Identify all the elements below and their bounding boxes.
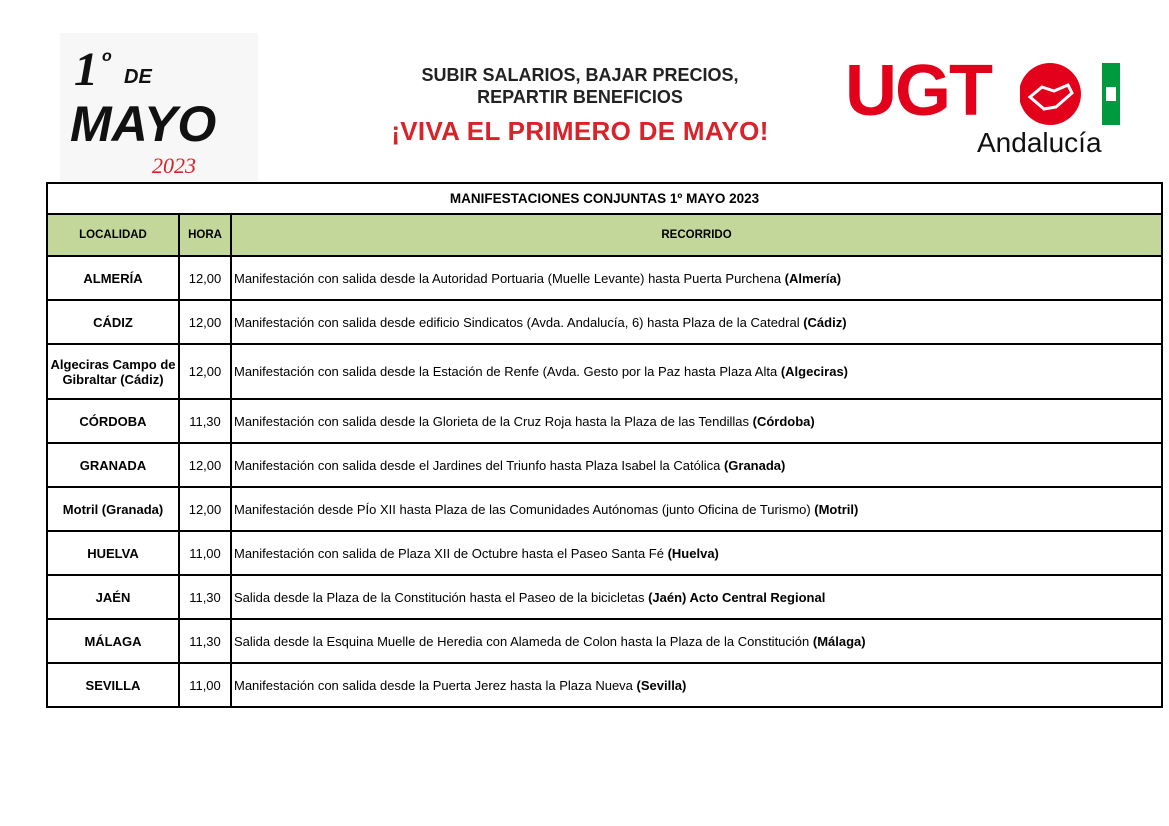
localidad-cell: Algeciras Campo de Gibraltar (Cádiz) [46,343,180,400]
table-row: JAÉN 11,30 Salida desde la Plaza de la C… [46,574,1163,620]
hora-cell: 12,00 [178,442,232,488]
recorrido-cell: Manifestación con salida desde la Autori… [230,255,1163,301]
slogan: SUBIR SALARIOS, BAJAR PRECIOS, REPARTIR … [300,64,860,108]
svg-text:1: 1 [74,43,98,96]
hora-cell: 11,00 [178,530,232,576]
table-row: Motril (Granada) 12,00 Manifestación des… [46,486,1163,532]
hora-cell: 12,00 [178,343,232,400]
recorrido-cell: Manifestación con salida desde la Puerta… [230,662,1163,708]
table-row: CÓRDOBA 11,30 Manifestación con salida d… [46,398,1163,444]
recorrido-cell: Manifestación con salida desde la Glorie… [230,398,1163,444]
table-title: MANIFESTACIONES CONJUNTAS 1º MAYO 2023 [46,182,1163,215]
recorrido-cell: Manifestación con salida desde la Estaci… [230,343,1163,400]
recorrido-text: Manifestación con salida desde edificio … [234,314,804,330]
recorrido-cell: Manifestación con salida de Plaza XII de… [230,530,1163,576]
slogan-line-2: REPARTIR BENEFICIOS [477,87,683,107]
localidad-cell: ALMERÍA [46,255,180,301]
hora-cell: 11,30 [178,398,232,444]
recorrido-city: (Jaén) Acto Central Regional [648,589,826,605]
table-row: MÁLAGA 11,30 Salida desde la Esquina Mue… [46,618,1163,664]
slogan-line-1: SUBIR SALARIOS, BAJAR PRECIOS, [421,65,739,85]
recorrido-city: (Málaga) [812,633,866,649]
recorrido-text: Manifestación con salida desde la Estaci… [234,364,781,379]
andalucia-label: Andalucía [977,127,1102,158]
svg-text:2023: 2023 [152,153,196,178]
table-row: GRANADA 12,00 Manifestación con salida d… [46,442,1163,488]
localidad-cell: GRANADA [46,442,180,488]
hora-cell: 11,00 [178,662,232,708]
recorrido-city: (Huelva) [667,545,719,561]
table-row: SEVILLA 11,00 Manifestación con salida d… [46,662,1163,708]
recorrido-cell: Salida desde la Esquina Muelle de Heredi… [230,618,1163,664]
recorrido-cell: Manifestación con salida desde el Jardin… [230,442,1163,488]
recorrido-city: (Cádiz) [803,314,847,330]
recorrido-city: (Almería) [784,270,842,286]
table-row: CÁDIZ 12,00 Manifestación con salida des… [46,299,1163,345]
recorrido-text: Manifestación con salida desde la Puerta… [234,677,637,693]
recorrido-text: Manifestación desde PÍo XII hasta Plaza … [234,501,815,517]
slogan-main: ¡VIVA EL PRIMERO DE MAYO! [391,116,769,146]
localidad-cell: SEVILLA [46,662,180,708]
recorrido-text: Salida desde la Esquina Muelle de Heredi… [234,633,813,649]
table-row: HUELVA 11,00 Manifestación con salida de… [46,530,1163,576]
recorrido-text: Manifestación con salida desde la Autori… [234,270,785,286]
recorrido-city: (Sevilla) [636,677,687,693]
localidad-cell: Motril (Granada) [46,486,180,532]
svg-text:DE: DE [124,66,152,88]
recorrido-cell: Manifestación con salida desde edificio … [230,299,1163,345]
hora-cell: 11,30 [178,618,232,664]
svg-text:o: o [102,48,112,65]
recorrido-text: Salida desde la Plaza de la Constitución… [234,589,649,605]
column-header-hora: HORA [178,213,232,257]
table-row: ALMERÍA 12,00 Manifestación con salida d… [46,255,1163,301]
ugt-logo-text: UGT [845,51,993,131]
demonstrations-table: MANIFESTACIONES CONJUNTAS 1º MAYO 2023 L… [46,182,1163,708]
recorrido-text: Manifestación con salida desde la Glorie… [234,413,753,429]
recorrido-text: Manifestación con salida desde el Jardin… [234,457,724,473]
recorrido-city: (Granada) [723,457,786,473]
localidad-cell: HUELVA [46,530,180,576]
localidad-cell: MÁLAGA [46,618,180,664]
localidad-cell: CÁDIZ [46,299,180,345]
localidad-cell: CÓRDOBA [46,398,180,444]
recorrido-cell: Salida desde la Plaza de la Constitución… [230,574,1163,620]
table-row: Algeciras Campo de Gibraltar (Cádiz) 12,… [46,343,1163,400]
hora-cell: 12,00 [178,255,232,301]
localidad-cell: JAÉN [46,574,180,620]
hora-cell: 11,30 [178,574,232,620]
svg-text:MAYO: MAYO [70,96,216,152]
primero-de-mayo-logo: 1 o DE MAYO 2023 [60,33,258,181]
recorrido-city: (Motril) [814,501,859,517]
recorrido-cell: Manifestación desde PÍo XII hasta Plaza … [230,486,1163,532]
recorrido-city: (Córdoba) [752,413,815,429]
handshake-icon [1020,63,1120,125]
recorrido-text: Manifestación con salida de Plaza XII de… [234,545,668,561]
hora-cell: 12,00 [178,486,232,532]
column-header-localidad: LOCALIDAD [46,213,180,257]
recorrido-city: (Algeciras) [780,364,849,379]
hora-cell: 12,00 [178,299,232,345]
column-header-recorrido: RECORRIDO [230,213,1163,257]
ugt-andalucia-logo: UGT Andalucía [845,55,1125,165]
